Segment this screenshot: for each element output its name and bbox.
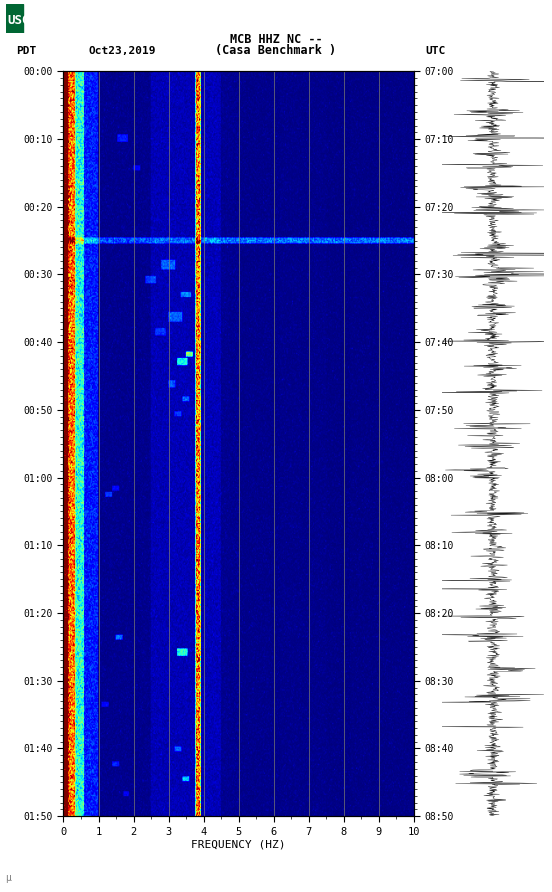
- Text: (Casa Benchmark ): (Casa Benchmark ): [215, 45, 337, 57]
- X-axis label: FREQUENCY (HZ): FREQUENCY (HZ): [192, 839, 286, 849]
- Text: μ: μ: [6, 873, 12, 883]
- Bar: [6, 4, 23, 33]
- Text: UTC: UTC: [425, 45, 445, 56]
- Text: USGS: USGS: [7, 13, 37, 27]
- Text: PDT: PDT: [17, 45, 37, 56]
- Text: Oct23,2019: Oct23,2019: [88, 45, 156, 56]
- Text: MCB HHZ NC --: MCB HHZ NC --: [230, 33, 322, 45]
